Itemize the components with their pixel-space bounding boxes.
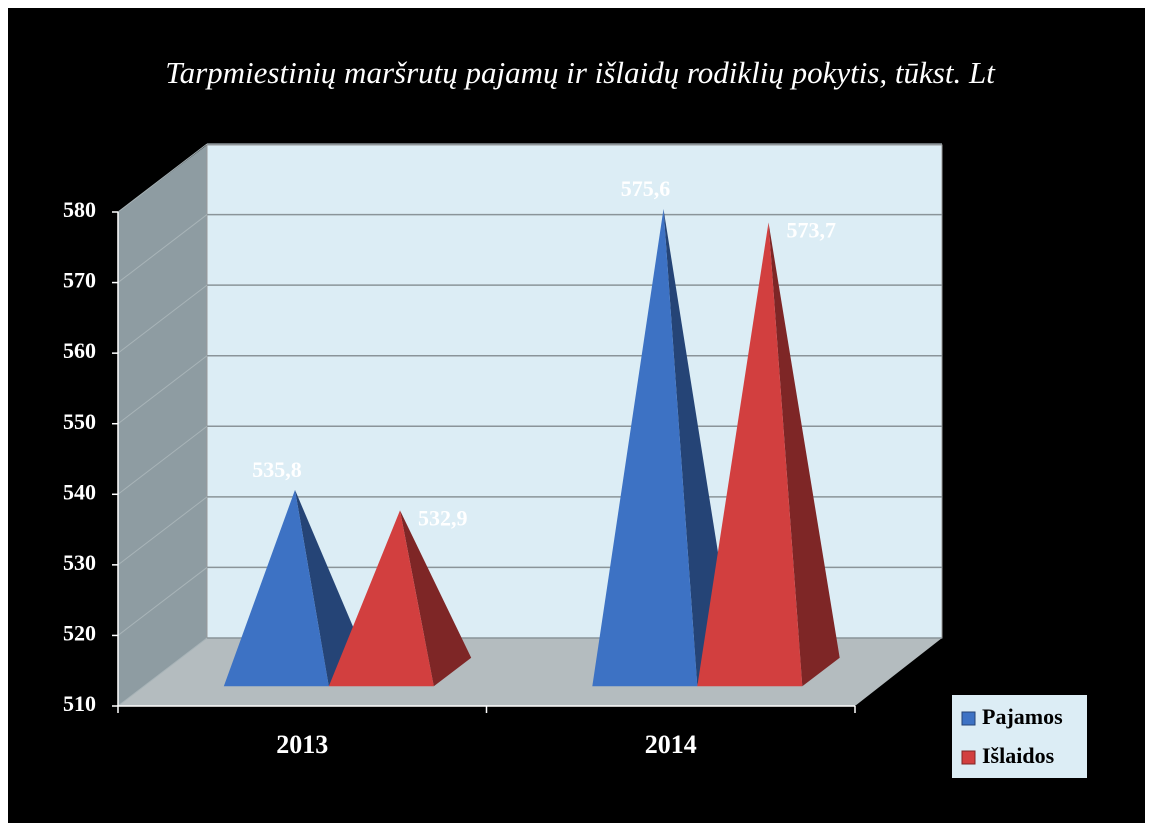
side-grid-line bbox=[117, 284, 208, 354]
side-grid-line bbox=[117, 143, 208, 213]
side-grid-line bbox=[117, 637, 208, 707]
side-grid-line bbox=[117, 214, 208, 283]
side-grid-line bbox=[117, 567, 208, 636]
side-grid-line bbox=[117, 496, 208, 566]
y-tick-label: 520 bbox=[63, 620, 96, 645]
value-label: 532,9 bbox=[418, 505, 468, 530]
pyramid bbox=[697, 222, 803, 687]
legend-swatch bbox=[961, 711, 976, 726]
y-tick-label: 570 bbox=[63, 268, 96, 293]
x-tick-label: 2013 bbox=[276, 730, 328, 759]
legend-swatch bbox=[961, 750, 976, 765]
value-label: 575,6 bbox=[621, 176, 671, 201]
y-tick-label: 530 bbox=[63, 550, 96, 575]
value-label: 573,7 bbox=[787, 218, 837, 243]
value-label: 535,8 bbox=[252, 457, 302, 482]
y-tick-label: 540 bbox=[63, 479, 96, 504]
y-tick-label: 550 bbox=[63, 409, 96, 434]
pyramid bbox=[223, 489, 329, 687]
x-tick-label: 2014 bbox=[645, 730, 697, 759]
pyramid bbox=[592, 209, 698, 687]
pyramid-side bbox=[295, 489, 367, 687]
pyramid-side bbox=[400, 510, 472, 687]
side-grid-line bbox=[117, 355, 208, 425]
side-wall bbox=[118, 145, 207, 706]
y-tick-label: 510 bbox=[63, 691, 96, 716]
side-grid-line bbox=[117, 425, 208, 495]
chart-title: Tarpmiestinių maršrutų pajamų ir išlaidų… bbox=[165, 55, 996, 90]
y-tick-label: 580 bbox=[63, 197, 96, 222]
y-tick-label: 560 bbox=[63, 338, 96, 363]
pyramid bbox=[328, 510, 434, 687]
legend-label: Pajamos bbox=[982, 704, 1063, 729]
legend-label: Išlaidos bbox=[982, 743, 1055, 768]
pyramid-side bbox=[768, 222, 840, 687]
